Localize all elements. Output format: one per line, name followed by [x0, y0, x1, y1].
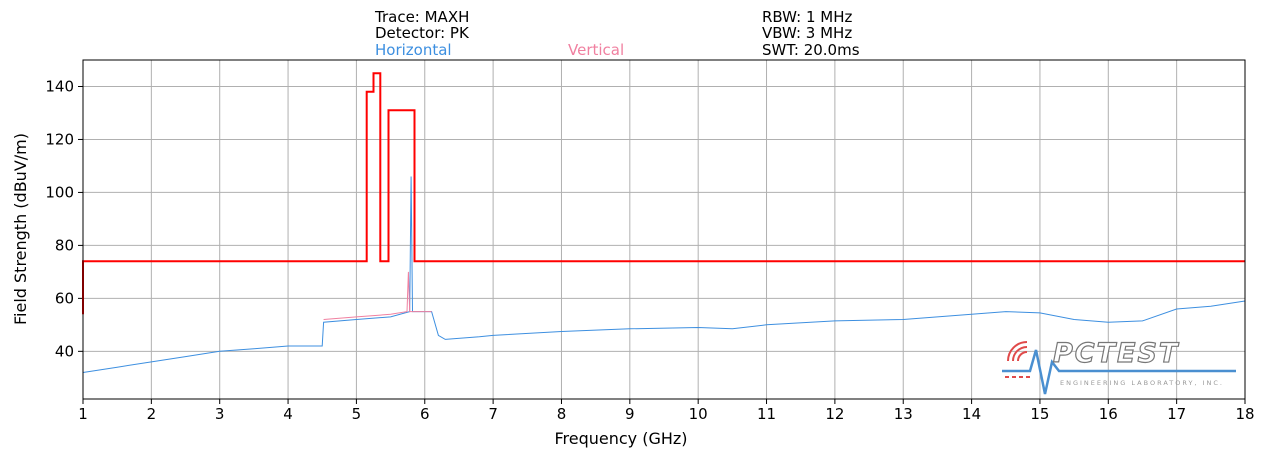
x-tick-label: 16: [1099, 405, 1118, 423]
x-tick-label: 18: [1235, 405, 1254, 423]
limit-line: [82, 72, 1245, 315]
y-tick-label: 60: [55, 289, 74, 307]
x-tick-label: 4: [283, 405, 293, 423]
vertical-trace: [323, 271, 432, 320]
x-tick-label: 8: [557, 405, 567, 423]
pctest-logo: PCTEST ENGINEERING LABORATORY, INC.: [1002, 337, 1236, 395]
data-series: [82, 72, 1246, 373]
signal-waves-icon: [1007, 341, 1028, 362]
x-tick-label: 1: [78, 405, 88, 423]
x-tick-label: 13: [894, 405, 913, 423]
logo-pulse-line: [1002, 349, 1236, 395]
horizontal-trace: [82, 176, 1246, 373]
x-tick-label: 9: [625, 405, 635, 423]
x-tick-label: 5: [352, 405, 362, 423]
y-tick-label: 120: [45, 130, 74, 148]
y-axis-label: Field Strength (dBuV/m): [11, 133, 30, 325]
logo-subtext: ENGINEERING LABORATORY, INC.: [1060, 379, 1224, 387]
x-tick-label: 6: [420, 405, 430, 423]
axis-ticks: 1 2 3 4 5 6 7 8 9 10 11 12 13 14 15 16 17 184060801001201…: [45, 77, 1254, 423]
x-tick-label: 12: [825, 405, 844, 423]
x-axis-label: Frequency (GHz): [554, 429, 687, 448]
x-tick-label: 14: [962, 405, 981, 423]
y-tick-label: 100: [45, 183, 74, 201]
x-tick-label: 15: [1030, 405, 1049, 423]
y-tick-label: 80: [55, 236, 74, 254]
swt-label: SWT: 20.0ms: [762, 41, 860, 59]
x-tick-label: 17: [1167, 405, 1186, 423]
y-tick-label: 140: [45, 77, 74, 95]
plot-frame: [82, 59, 1246, 400]
detector-label: Detector: PK: [375, 24, 469, 42]
vbw-label: VBW: 3 MHz: [762, 24, 853, 42]
x-tick-label: 11: [757, 405, 776, 423]
trace-label: Trace: MAXH: [375, 8, 470, 26]
y-tick-label: 40: [55, 342, 74, 360]
x-tick-label: 2: [147, 405, 157, 423]
x-tick-label: 3: [215, 405, 225, 423]
x-tick-label: 7: [488, 405, 498, 423]
legend-vertical: Vertical: [568, 41, 625, 59]
rbw-label: RBW: 1 MHz: [762, 8, 853, 26]
logo-text: PCTEST: [1053, 338, 1180, 369]
x-tick-label: 10: [689, 405, 708, 423]
legend-horizontal: Horizontal: [375, 41, 452, 59]
